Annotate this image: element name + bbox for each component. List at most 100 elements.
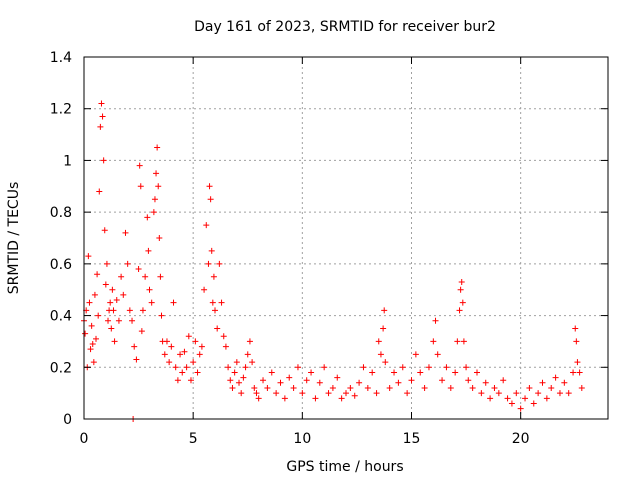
data-point bbox=[565, 390, 572, 397]
data-point bbox=[122, 229, 129, 236]
data-point bbox=[94, 271, 101, 278]
data-point bbox=[495, 390, 502, 397]
data-point bbox=[578, 384, 585, 391]
data-point bbox=[329, 384, 336, 391]
data-point bbox=[456, 307, 463, 314]
data-point bbox=[432, 317, 439, 324]
data-point bbox=[135, 266, 142, 273]
data-point bbox=[157, 273, 164, 280]
data-point bbox=[181, 348, 188, 355]
y-tick-label: 0.8 bbox=[50, 205, 72, 221]
data-point bbox=[443, 364, 450, 371]
data-point bbox=[108, 325, 115, 332]
data-point bbox=[373, 390, 380, 397]
data-point bbox=[151, 196, 158, 203]
data-point bbox=[236, 379, 243, 386]
data-point bbox=[103, 260, 110, 267]
data-point bbox=[303, 377, 310, 384]
data-point bbox=[89, 341, 96, 348]
data-point bbox=[573, 338, 580, 345]
y-tick-label: 1.2 bbox=[50, 102, 72, 118]
data-point bbox=[556, 390, 563, 397]
data-point bbox=[508, 400, 515, 407]
data-point bbox=[308, 369, 315, 376]
data-point bbox=[338, 395, 345, 402]
data-point bbox=[158, 312, 165, 319]
data-point bbox=[343, 390, 349, 397]
data-point bbox=[85, 253, 92, 260]
y-tick-label: 0.6 bbox=[50, 257, 72, 273]
data-point bbox=[155, 183, 162, 190]
data-point bbox=[111, 338, 118, 345]
data-point bbox=[210, 273, 217, 280]
x-tick-label: 15 bbox=[403, 431, 421, 447]
x-tick-label: 5 bbox=[189, 431, 198, 447]
data-point bbox=[465, 377, 472, 384]
data-point bbox=[491, 384, 498, 391]
data-point bbox=[136, 162, 143, 169]
data-point bbox=[360, 364, 367, 371]
data-point bbox=[196, 351, 203, 358]
chart-title: Day 161 of 2023, SRMTID for receiver bur… bbox=[194, 19, 496, 35]
x-tick-label: 20 bbox=[512, 431, 530, 447]
data-point bbox=[539, 379, 546, 386]
data-point bbox=[452, 369, 459, 376]
data-point bbox=[139, 307, 146, 314]
data-point bbox=[447, 384, 454, 391]
data-point bbox=[459, 299, 466, 306]
data-point bbox=[454, 338, 461, 345]
data-point bbox=[570, 369, 577, 376]
data-point bbox=[91, 291, 98, 298]
data-point bbox=[395, 379, 402, 386]
plot-frame bbox=[83, 56, 609, 420]
data-point bbox=[264, 384, 271, 391]
data-point bbox=[386, 384, 393, 391]
data-point bbox=[90, 359, 97, 366]
data-point bbox=[126, 307, 133, 314]
data-point bbox=[356, 379, 363, 386]
data-point bbox=[227, 377, 234, 384]
data-point bbox=[273, 390, 280, 397]
y-tick-label: 0 bbox=[63, 412, 72, 428]
data-point bbox=[316, 379, 323, 386]
data-point bbox=[457, 286, 464, 293]
data-point bbox=[253, 390, 260, 397]
data-point bbox=[192, 338, 199, 345]
y-axis-title: SRMTID / TECUs bbox=[6, 182, 22, 295]
data-point bbox=[382, 359, 389, 366]
data-point bbox=[380, 325, 387, 332]
data-point bbox=[463, 364, 470, 371]
data-point bbox=[198, 343, 205, 350]
grid bbox=[84, 57, 608, 419]
data-point bbox=[425, 364, 432, 371]
data-point bbox=[251, 384, 258, 391]
data-point bbox=[201, 286, 208, 293]
data-point bbox=[154, 144, 161, 151]
data-point bbox=[133, 356, 140, 363]
data-point bbox=[170, 299, 177, 306]
data-point bbox=[552, 374, 559, 381]
data-point bbox=[474, 369, 480, 376]
data-point bbox=[203, 222, 210, 229]
data-point bbox=[430, 338, 437, 345]
data-point bbox=[249, 359, 256, 366]
data-point bbox=[88, 322, 95, 329]
data-point bbox=[185, 333, 192, 340]
data-point bbox=[574, 359, 581, 366]
data-point bbox=[225, 364, 232, 371]
data-point bbox=[120, 291, 127, 298]
data-point bbox=[526, 384, 533, 391]
data-point bbox=[281, 395, 288, 402]
data-point bbox=[530, 400, 537, 407]
data-point bbox=[146, 286, 153, 293]
data-point bbox=[351, 392, 358, 399]
data-point bbox=[220, 333, 227, 340]
data-point bbox=[377, 351, 384, 358]
data-point bbox=[290, 384, 297, 391]
data-point bbox=[150, 209, 157, 216]
data-point bbox=[325, 390, 332, 397]
data-point bbox=[469, 384, 476, 391]
data-point bbox=[102, 281, 109, 288]
data-point bbox=[168, 343, 175, 350]
